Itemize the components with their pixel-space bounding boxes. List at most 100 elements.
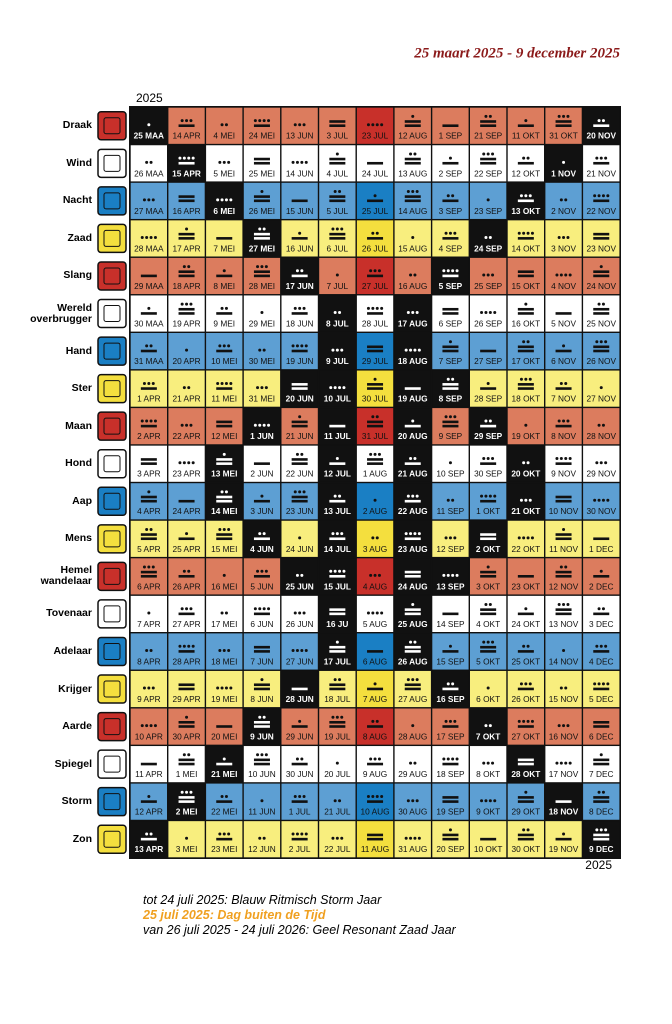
tone-glyph [220, 611, 228, 615]
tone-dot [151, 565, 155, 569]
tone-bar [216, 537, 233, 541]
tone-bar [140, 495, 157, 499]
tone-dot [220, 795, 224, 798]
tone-bar [404, 157, 421, 161]
tone-bar [480, 124, 497, 127]
tone-bar [329, 195, 346, 198]
tone-dot [182, 265, 186, 269]
tone-dot [564, 198, 568, 202]
cell [394, 257, 431, 295]
tone-glyph [593, 194, 610, 203]
tone-dot [227, 160, 231, 164]
tone-dot [145, 724, 149, 728]
tone-dot [262, 348, 266, 352]
tone-bar [178, 124, 195, 127]
tone-bar [442, 237, 459, 240]
date-label: 11 JUL [324, 431, 351, 441]
tone-dot [526, 828, 530, 832]
tone-bar [140, 575, 157, 578]
tone-glyph [291, 199, 308, 203]
tone-dot [140, 724, 144, 728]
date-label: 4 SEP [439, 243, 463, 253]
tone-glyph [480, 799, 497, 803]
tone-dot [562, 649, 566, 652]
tone-glyph [404, 190, 421, 203]
tone-dot [451, 377, 455, 381]
tone-dot [493, 494, 497, 498]
tone-glyph [369, 573, 381, 577]
tone-dot [411, 494, 415, 498]
tone-bar [480, 645, 497, 649]
date-label: 26 SEP [474, 318, 503, 328]
tone-dot [260, 494, 264, 498]
cell [319, 295, 356, 332]
seal-icon-detail [103, 793, 121, 811]
cell [206, 182, 243, 219]
tone-dot [182, 753, 186, 757]
date-label: 20 SEP [436, 844, 465, 854]
tone-glyph [599, 386, 603, 390]
date-label: 10 SEP [436, 469, 465, 479]
tone-dot [331, 836, 335, 840]
tone-glyph [367, 345, 384, 353]
tone-dot [562, 419, 566, 423]
tone-glyph [298, 536, 302, 540]
date-label: 9 JUN [250, 732, 274, 742]
seal-icon-detail [103, 342, 121, 360]
date-label: 20 MEI [211, 732, 237, 742]
tone-glyph [260, 311, 264, 315]
tone-dot [413, 273, 417, 277]
date-label: 2 APR [137, 431, 161, 441]
tone-dot [517, 536, 521, 540]
tone-dot [486, 198, 490, 202]
tone-dot [375, 719, 379, 723]
tone-dot [151, 198, 155, 202]
tone-glyph [480, 565, 497, 578]
date-label: 5 DEC [589, 694, 613, 704]
tone-dot [568, 761, 572, 765]
tone-glyph [140, 527, 157, 541]
tone-glyph [366, 306, 384, 315]
date-label: 13 OKT [511, 206, 540, 216]
tone-dot [453, 415, 457, 419]
tone-dot [448, 828, 452, 832]
date-label: 18 JUN [286, 318, 314, 328]
date-label: 17 MEI [211, 619, 237, 629]
date-label: 24 AUG [398, 581, 428, 591]
tone-dot [185, 227, 189, 231]
tone-dot [145, 649, 149, 652]
tone-bar [329, 608, 346, 611]
tone-glyph [140, 306, 157, 315]
tone-glyph [253, 569, 270, 578]
tone-glyph [216, 757, 233, 766]
tone-dot [145, 832, 149, 836]
date-label: 24 SEP [474, 243, 503, 253]
seal-icon [97, 223, 127, 254]
date-label: 16 AUG [398, 281, 427, 291]
tone-glyph [367, 682, 384, 691]
tone-dot [415, 799, 419, 803]
date-label: 8 OKT [476, 769, 500, 779]
tone-dot [406, 190, 410, 193]
tone-dot [562, 160, 566, 164]
tone-dot [260, 753, 264, 757]
tone-dot [409, 273, 413, 277]
tone-bar [178, 537, 195, 541]
tone-bar [593, 725, 610, 728]
tone-bar [178, 499, 195, 503]
cell [206, 107, 243, 144]
tone-dot [595, 828, 599, 832]
tone-glyph [218, 160, 231, 164]
tone-dot [220, 198, 224, 202]
date-label: 1 AUG [363, 469, 387, 479]
tone-bar [140, 387, 157, 390]
date-label: 28 OKT [511, 769, 540, 779]
tone-dot [559, 273, 563, 277]
date-label: 28 APR [172, 656, 200, 666]
tone-dot [182, 644, 186, 648]
tone-bar [253, 199, 270, 203]
tone-dot [224, 490, 228, 494]
cell [130, 708, 167, 745]
tone-bar [329, 575, 346, 578]
tone-dot [329, 569, 333, 573]
